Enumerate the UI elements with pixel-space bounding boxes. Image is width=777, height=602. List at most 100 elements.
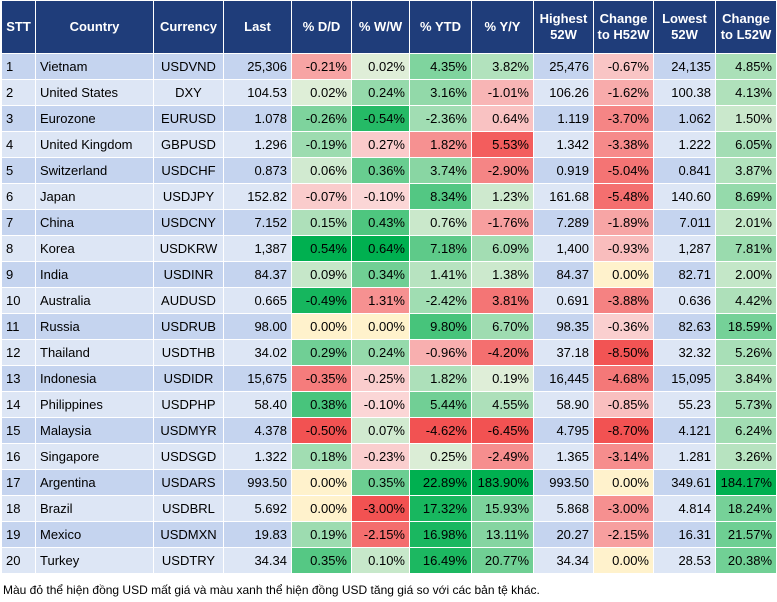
- table-cell: USDJPY: [153, 183, 224, 210]
- table-cell: 3.81%: [471, 287, 534, 314]
- table-cell: 0.35%: [291, 547, 352, 574]
- table-cell: 8.34%: [409, 183, 472, 210]
- table-cell: 3.82%: [471, 53, 534, 80]
- table-cell: 152.82: [223, 183, 292, 210]
- table-cell: Malaysia: [35, 417, 154, 444]
- table-cell: -0.25%: [351, 365, 410, 392]
- table-cell: 22.89%: [409, 469, 472, 496]
- table-row: 18 Brazil USDBRL 5.692 0.00% -3.00% 17.32% 15.9…: [1, 495, 777, 522]
- table-cell: 993.50: [223, 469, 292, 496]
- table-cell: USDCHF: [153, 157, 224, 184]
- table-cell: 34.02: [223, 339, 292, 366]
- table-cell: 0.35%: [351, 469, 410, 496]
- table-cell: 0.873: [223, 157, 292, 184]
- table-cell: 5.53%: [471, 131, 534, 158]
- table-cell: 1.23%: [471, 183, 534, 210]
- table-cell: 9: [1, 261, 36, 288]
- table-cell: -0.49%: [291, 287, 352, 314]
- table-cell: -0.10%: [351, 183, 410, 210]
- column-header: Lowest 52W: [653, 0, 716, 54]
- table-cell: 1.41%: [409, 261, 472, 288]
- table-cell: Argentina: [35, 469, 154, 496]
- table-cell: 3.16%: [409, 79, 472, 106]
- table-cell: 1.078: [223, 105, 292, 132]
- table-cell: 0.25%: [409, 443, 472, 470]
- table-cell: 5.73%: [715, 391, 777, 418]
- table-cell: 16.31: [653, 521, 716, 548]
- table-cell: USDMYR: [153, 417, 224, 444]
- table-cell: -0.36%: [593, 313, 654, 340]
- table-cell: 82.71: [653, 261, 716, 288]
- table-cell: 0.34%: [351, 261, 410, 288]
- table-cell: 7.81%: [715, 235, 777, 262]
- table-cell: 58.40: [223, 391, 292, 418]
- table-cell: -3.70%: [593, 105, 654, 132]
- table-cell: 1.296: [223, 131, 292, 158]
- table-cell: 0.24%: [351, 339, 410, 366]
- table-cell: Australia: [35, 287, 154, 314]
- table-cell: Brazil: [35, 495, 154, 522]
- table-cell: 82.63: [653, 313, 716, 340]
- table-cell: USDTRY: [153, 547, 224, 574]
- table-cell: 0.691: [533, 287, 594, 314]
- table-cell: 6.24%: [715, 417, 777, 444]
- table-cell: -6.45%: [471, 417, 534, 444]
- table-cell: -0.96%: [409, 339, 472, 366]
- table-cell: 15: [1, 417, 36, 444]
- table-cell: 20: [1, 547, 36, 574]
- table-cell: -3.88%: [593, 287, 654, 314]
- table-cell: -4.62%: [409, 417, 472, 444]
- table-cell: -0.54%: [351, 105, 410, 132]
- table-cell: 4.85%: [715, 53, 777, 80]
- table-cell: -3.00%: [351, 495, 410, 522]
- table-cell: 13: [1, 365, 36, 392]
- table-cell: -3.14%: [593, 443, 654, 470]
- table-row: 9 India USDINR 84.37 0.09% 0.34% 1.41% 1.38% 84.…: [1, 261, 777, 288]
- table-cell: 0.43%: [351, 209, 410, 236]
- table-cell: -0.26%: [291, 105, 352, 132]
- table-cell: -2.42%: [409, 287, 472, 314]
- table-cell: 1.82%: [409, 131, 472, 158]
- table-cell: 0.15%: [291, 209, 352, 236]
- column-header: Country: [35, 0, 154, 54]
- table-cell: 5.26%: [715, 339, 777, 366]
- table-cell: -8.70%: [593, 417, 654, 444]
- table-cell: -0.07%: [291, 183, 352, 210]
- table-cell: -2.15%: [351, 521, 410, 548]
- table-cell: 4.55%: [471, 391, 534, 418]
- table-cell: 18: [1, 495, 36, 522]
- table-cell: 6.70%: [471, 313, 534, 340]
- table-cell: -0.85%: [593, 391, 654, 418]
- table-cell: EURUSD: [153, 105, 224, 132]
- table-cell: 37.18: [533, 339, 594, 366]
- table-cell: 25,476: [533, 53, 594, 80]
- table-row: 12 Thailand USDTHB 34.02 0.29% 0.24% -0.96% -4.…: [1, 339, 777, 366]
- table-cell: 17: [1, 469, 36, 496]
- table-cell: USDSGD: [153, 443, 224, 470]
- table-cell: 3.26%: [715, 443, 777, 470]
- table-cell: -3.00%: [593, 495, 654, 522]
- table-cell: -1.89%: [593, 209, 654, 236]
- table-cell: 3: [1, 105, 36, 132]
- column-header: Highest 52W: [533, 0, 594, 54]
- table-cell: 6: [1, 183, 36, 210]
- table-cell: 4.42%: [715, 287, 777, 314]
- table-cell: 0.00%: [351, 313, 410, 340]
- table-cell: 0.841: [653, 157, 716, 184]
- table-row: 13 Indonesia USDIDR 15,675 -0.35% -0.25% 1.82%…: [1, 365, 777, 392]
- table-cell: 1.31%: [351, 287, 410, 314]
- table-cell: 0.29%: [291, 339, 352, 366]
- table-cell: 0.919: [533, 157, 594, 184]
- table-cell: 28.53: [653, 547, 716, 574]
- table-row: 11 Russia USDRUB 98.00 0.00% 0.00% 9.80% 6.70% 9…: [1, 313, 777, 340]
- table-cell: -3.38%: [593, 131, 654, 158]
- table-cell: -0.67%: [593, 53, 654, 80]
- table-cell: USDINR: [153, 261, 224, 288]
- table-cell: 0.00%: [593, 547, 654, 574]
- table-cell: -4.20%: [471, 339, 534, 366]
- table-cell: 161.68: [533, 183, 594, 210]
- table-cell: 58.90: [533, 391, 594, 418]
- table-row: 16 Singapore USDSGD 1.322 0.18% -0.23% 0.25% -2…: [1, 443, 777, 470]
- table-cell: 98.35: [533, 313, 594, 340]
- table-cell: 349.61: [653, 469, 716, 496]
